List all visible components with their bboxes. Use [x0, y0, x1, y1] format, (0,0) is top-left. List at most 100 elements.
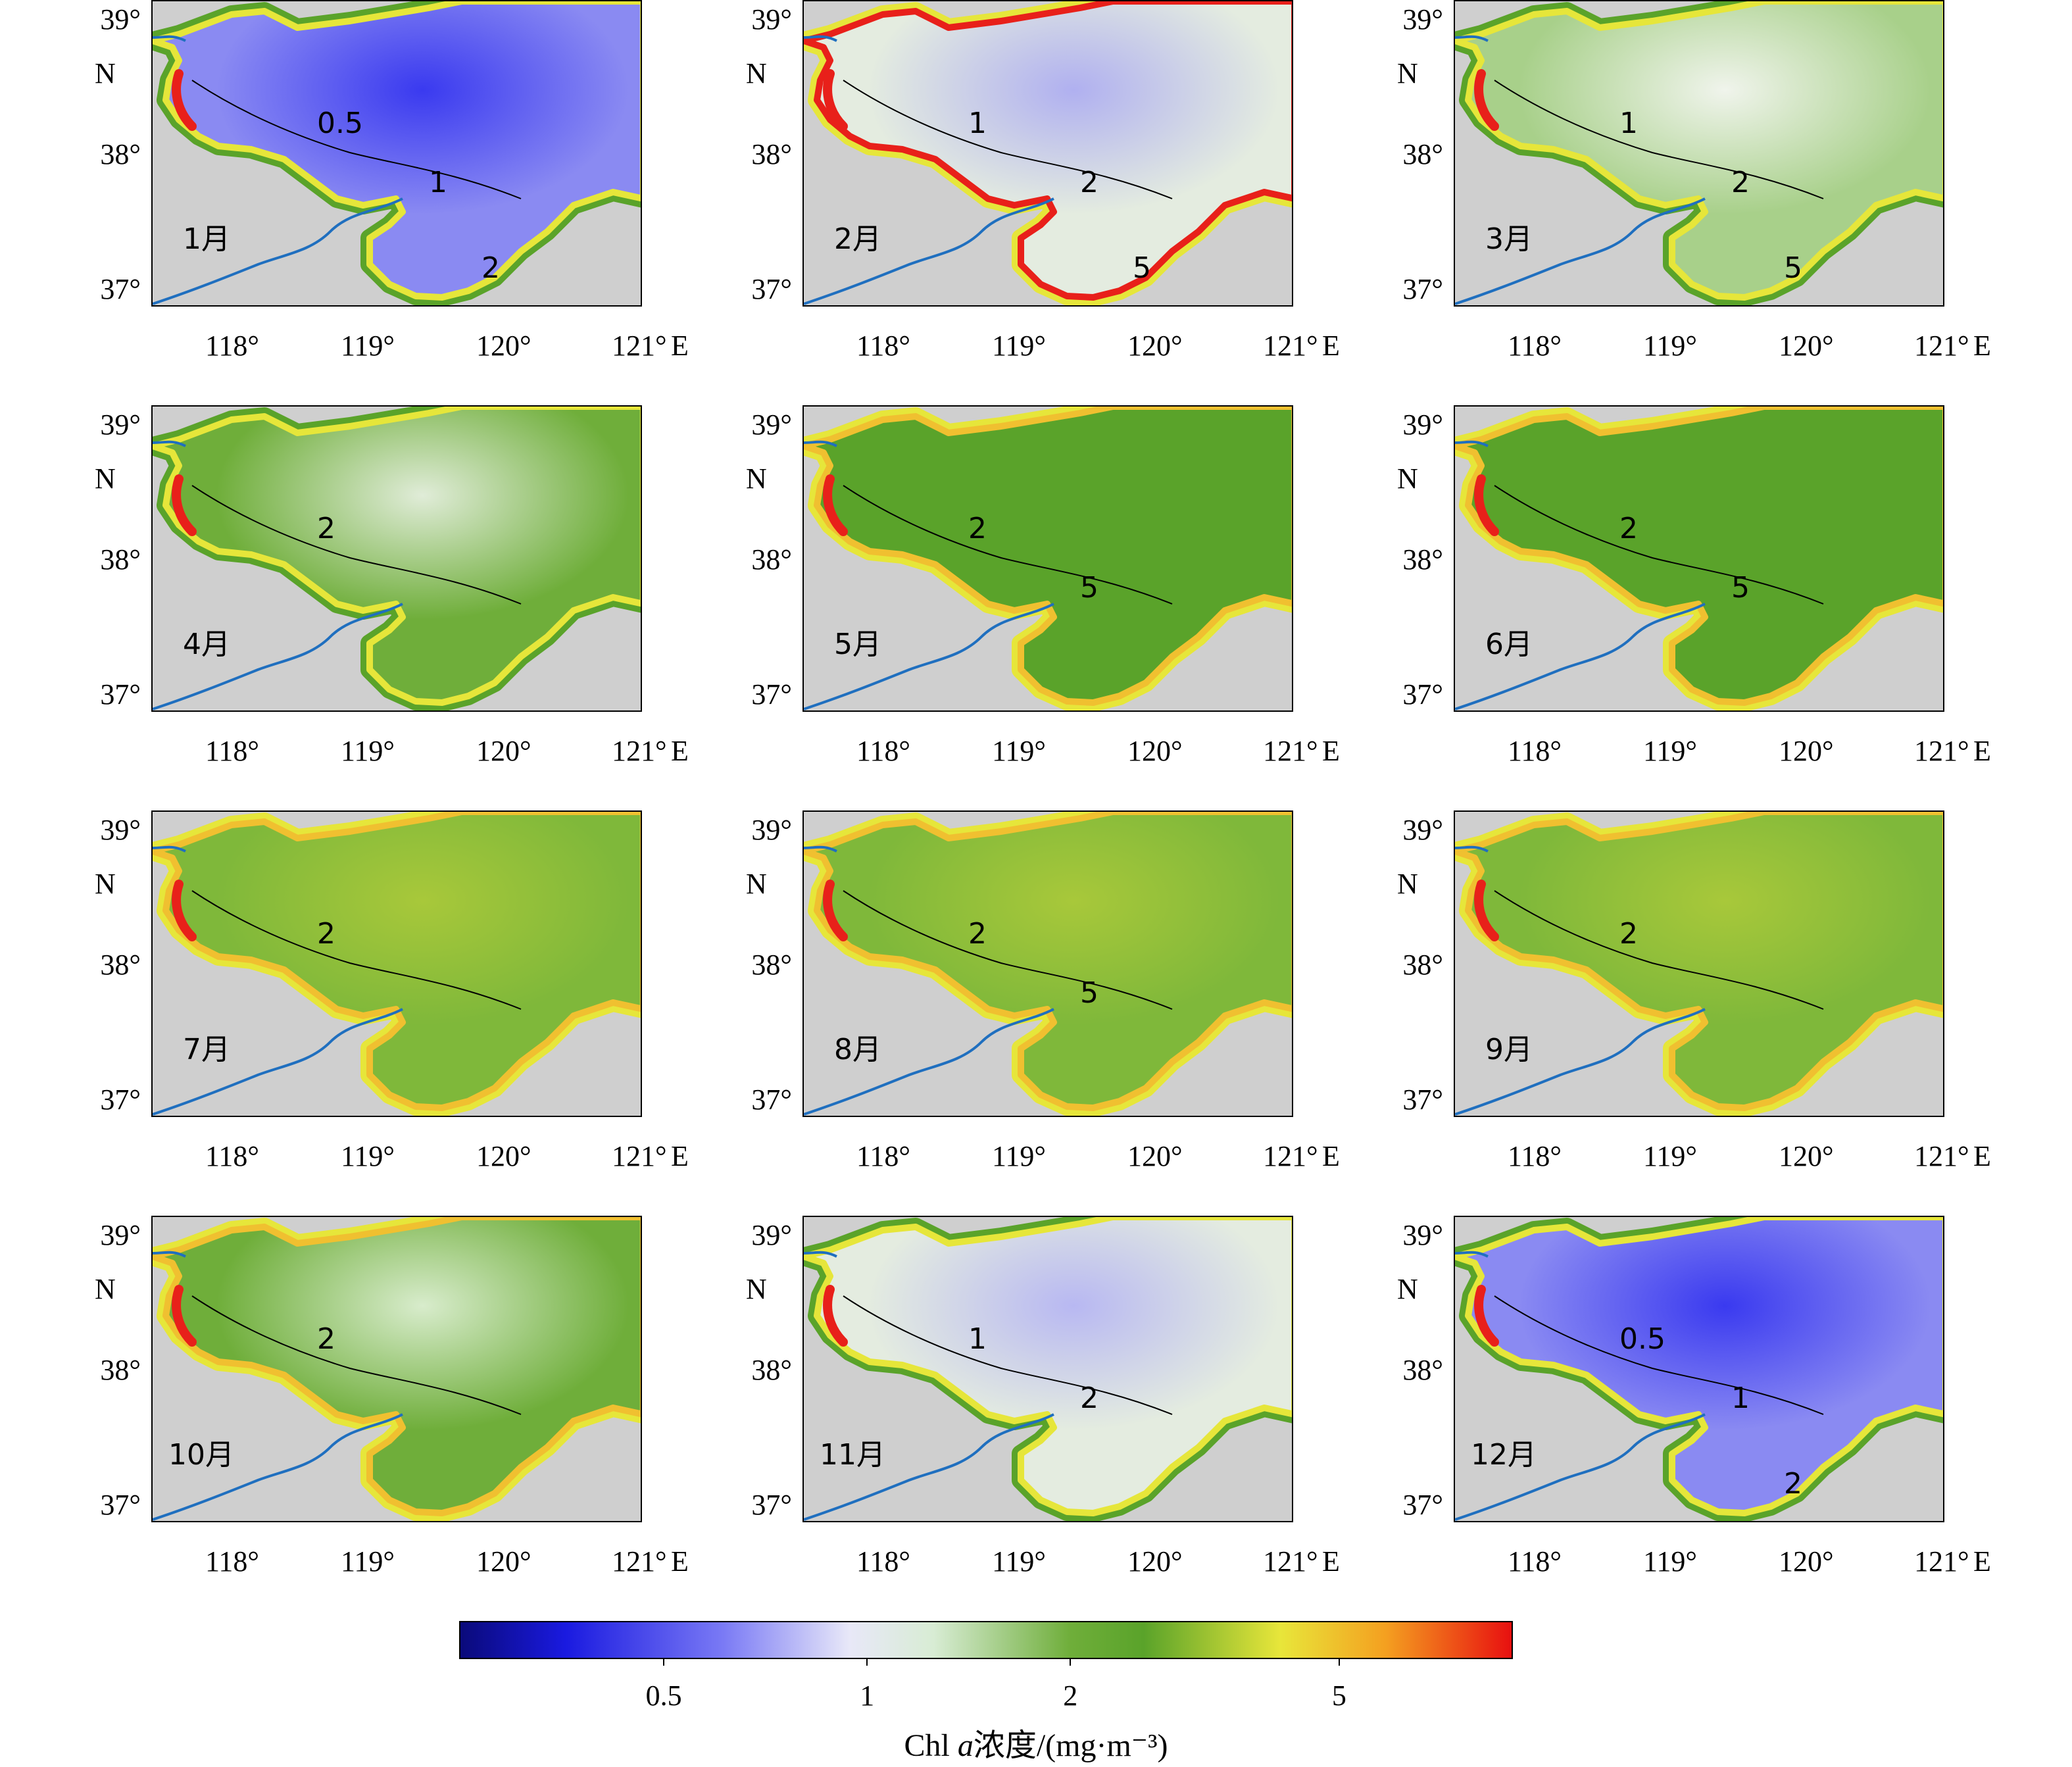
coastal-band [1455, 1, 1943, 301]
river [804, 603, 1054, 710]
map-area: 2 10月 [151, 1216, 642, 1522]
month-label: 4月 [183, 628, 230, 661]
contour-label: 5 [1133, 251, 1151, 285]
lon-tick-label: 119° [1643, 1545, 1697, 1578]
contour-label: 2 [481, 251, 500, 285]
hotspot [172, 474, 197, 536]
lon-unit-label: E [671, 1545, 689, 1578]
colorbar-tick-label: 2 [1063, 1680, 1078, 1712]
lon-tick-label: 120° [476, 1140, 531, 1172]
lat-unit-label: N [95, 462, 116, 495]
river [153, 440, 186, 447]
lat-tick-label: 37° [751, 273, 792, 305]
colorbar-tick-mark [866, 1659, 868, 1666]
lon-unit-label: E [671, 735, 689, 767]
lat-tick-label: 38° [1402, 949, 1443, 981]
lat-tick-label: 37° [100, 678, 141, 710]
colorbar-tick-mark [1338, 1659, 1340, 1666]
lon-tick-label: 118° [856, 735, 910, 767]
lon-tick-label: 121° [1914, 1545, 1969, 1578]
coastal-band [804, 1, 1292, 301]
lat-unit-label: N [1397, 462, 1418, 495]
lat-tick-label: 39° [751, 409, 792, 441]
lon-tick-label: 119° [1643, 330, 1697, 362]
lat-tick-label: 37° [1402, 273, 1443, 305]
coastal-band [1455, 1217, 1943, 1516]
lon-tick-label: 118° [205, 1140, 259, 1172]
lat-tick-label: 38° [100, 543, 141, 576]
map-svg [804, 812, 1292, 1116]
lon-tick-label: 120° [476, 735, 531, 767]
coastal-band [804, 1217, 1292, 1516]
contour-line [191, 80, 522, 199]
map-svg [153, 812, 641, 1116]
lat-tick-label: 39° [1402, 409, 1443, 441]
river [153, 1413, 403, 1521]
hotspot [1474, 69, 1499, 131]
lon-unit-label: E [1322, 1545, 1340, 1578]
lon-tick-label: 121° [612, 1140, 667, 1172]
lon-tick-label: 121° [1914, 1140, 1969, 1172]
map-area: 2 5 5月 [802, 405, 1293, 712]
contour-line [191, 485, 522, 605]
map-panel: 2 5 6月 39° 38° 37° N 118° 119° 120° 121° E [1397, 405, 2023, 784]
contour-line [1494, 890, 1824, 1010]
river [804, 35, 837, 42]
lat-tick-label: 39° [100, 409, 141, 441]
map-panel: 1 2 5 3月 39° 38° 37° N 118° 119° 120° 121° E [1397, 0, 2023, 379]
river [153, 35, 186, 42]
lon-tick-label: 118° [856, 1140, 910, 1172]
map-area: 0.5 1 2 12月 [1454, 1216, 1944, 1522]
river [1455, 197, 1706, 305]
lon-tick-label: 119° [341, 330, 395, 362]
lon-tick-label: 120° [476, 330, 531, 362]
hotspot [823, 880, 848, 941]
lat-tick-label: 37° [100, 1489, 141, 1521]
lon-tick-label: 118° [1508, 330, 1562, 362]
month-label: 10月 [168, 1438, 234, 1472]
map-svg [804, 407, 1292, 710]
lon-tick-label: 121° [612, 1545, 667, 1578]
contour-label: 2 [1080, 166, 1098, 199]
month-label: 9月 [1485, 1033, 1533, 1066]
map-area: 2 4月 [151, 405, 642, 712]
river [153, 845, 186, 853]
contour-label: 2 [1619, 512, 1638, 545]
colorbar [459, 1621, 1513, 1659]
hotspot [1474, 474, 1499, 536]
lat-tick-label: 37° [751, 1489, 792, 1521]
lon-tick-label: 120° [1127, 330, 1183, 362]
map-panel: 2 5 8月 39° 38° 37° N 118° 119° 120° 121° E [746, 810, 1372, 1189]
contour-label: 2 [1784, 1467, 1802, 1501]
map-svg [1455, 1217, 1943, 1521]
lat-unit-label: N [95, 57, 116, 89]
contour-line [843, 1295, 1173, 1415]
coastal-band [804, 812, 1292, 1111]
hotspot [172, 880, 197, 941]
contour-label: 1 [1619, 107, 1638, 140]
coastal-band [153, 407, 641, 706]
lat-tick-label: 37° [1402, 678, 1443, 710]
map-panel: 2 5 5月 39° 38° 37° N 118° 119° 120° 121° E [746, 405, 1372, 784]
coastal-band [1455, 812, 1943, 1111]
lat-unit-label: N [95, 1273, 116, 1305]
river [153, 1008, 403, 1116]
lon-unit-label: E [1322, 735, 1340, 767]
lon-tick-label: 121° [1263, 1140, 1318, 1172]
coastal-band [153, 1, 641, 301]
lon-tick-label: 120° [1127, 735, 1183, 767]
river [1455, 1413, 1706, 1521]
colorbar-tick-mark [663, 1659, 665, 1666]
lat-tick-label: 37° [100, 273, 141, 305]
river [804, 197, 1054, 305]
contour-line [1494, 485, 1824, 605]
map-area: 1 2 11月 [802, 1216, 1293, 1522]
lat-tick-label: 39° [751, 1219, 792, 1251]
lon-tick-label: 119° [992, 330, 1046, 362]
map-svg [153, 1217, 641, 1521]
lon-tick-label: 120° [1779, 735, 1834, 767]
river [804, 440, 837, 447]
contour-label: 2 [1080, 1381, 1098, 1415]
lon-tick-label: 119° [992, 735, 1046, 767]
contour-label: 1 [968, 107, 987, 140]
